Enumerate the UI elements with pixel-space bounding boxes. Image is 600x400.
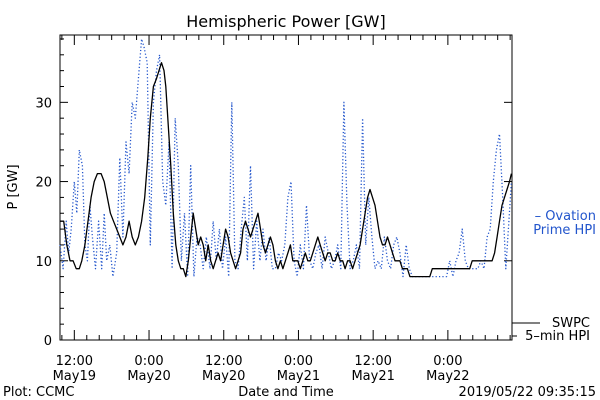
- y-axis-label: P [GW]: [6, 164, 21, 209]
- y-tick-label: 30: [35, 96, 52, 111]
- x-axis-label: Date and Time: [238, 385, 334, 400]
- ovation-prime-hpi-line: [59, 38, 513, 278]
- x-tick-label-date: May21: [277, 369, 320, 384]
- plot-credit: Plot: CCMC: [3, 385, 74, 400]
- legend-swpc-line1: SWPC: [552, 316, 590, 331]
- series-lines: [59, 38, 513, 278]
- legend-swpc-line2: 5–min HPI: [525, 329, 590, 344]
- legend-ovation-line2: Prime HPI: [533, 223, 596, 238]
- x-tick-label-date: May20: [127, 369, 170, 384]
- x-tick-label-date: May19: [53, 369, 96, 384]
- x-tick-label-date: May20: [202, 369, 245, 384]
- axes: [59, 34, 513, 341]
- x-tick-label-time: 0:00: [134, 354, 163, 369]
- x-tick-label-time: 12:00: [56, 354, 93, 369]
- y-tick-label: 10: [35, 255, 52, 270]
- x-tick-label-time: 12:00: [205, 354, 242, 369]
- legend-ovation-line1: – Ovation: [535, 209, 596, 224]
- plot-timestamp: 2019/05/22 09:35:15: [459, 385, 596, 400]
- x-tick-label-time: 12:00: [354, 354, 391, 369]
- x-tick-label-time: 0:00: [284, 354, 313, 369]
- x-tick-label-date: May21: [351, 369, 394, 384]
- chart-title: Hemispheric Power [GW]: [186, 12, 385, 31]
- chart-labels: 010203012:00May190:00May2012:00May200:00…: [3, 12, 596, 400]
- x-tick-label-date: May22: [426, 369, 469, 384]
- y-tick-label: 20: [35, 176, 52, 191]
- x-tick-label-time: 0:00: [433, 354, 462, 369]
- plot-frame: [59, 34, 513, 341]
- y-tick-label: 0: [44, 334, 52, 349]
- swpc-hpi-line: [60, 62, 513, 278]
